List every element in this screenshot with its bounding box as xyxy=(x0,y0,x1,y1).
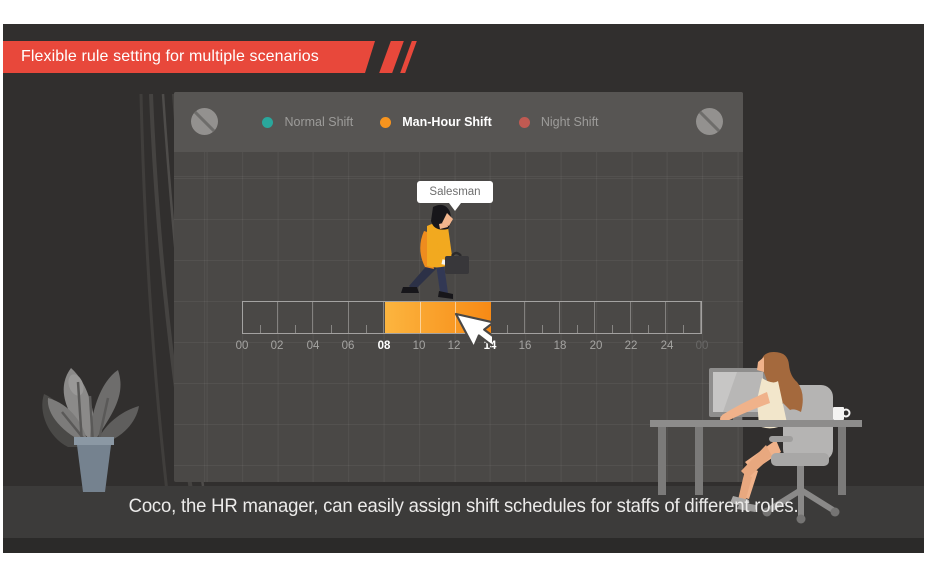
title-banner-text: Flexible rule setting for multiple scena… xyxy=(21,48,319,65)
hour-label: 16 xyxy=(518,340,532,352)
hour-label: 04 xyxy=(306,340,320,352)
subtitle-caption: Coco, the HR manager, can easily assign … xyxy=(3,495,924,518)
timeline-cell[interactable] xyxy=(278,302,314,333)
timeline-cell[interactable] xyxy=(243,302,279,333)
hour-label: 00 xyxy=(235,340,249,352)
scene-background: Normal Shift Man-Hour Shift Night Shift … xyxy=(3,24,924,553)
banner-slash-icon xyxy=(379,41,404,73)
legend-label: Night Shift xyxy=(540,115,599,129)
legend-item-man-hour-shift[interactable]: Man-Hour Shift xyxy=(380,115,492,129)
mouse-pointer-icon xyxy=(454,312,492,349)
subtitle-caption-text: Coco, the HR manager, can easily assign … xyxy=(128,495,799,517)
panel-header: Normal Shift Man-Hour Shift Night Shift xyxy=(174,92,743,152)
timeline-cell[interactable] xyxy=(349,302,384,333)
hour-label: 22 xyxy=(624,340,638,352)
timeline-cell[interactable] xyxy=(666,302,702,333)
hour-label: 10 xyxy=(412,340,426,352)
walking-salesman-illustration xyxy=(401,204,469,299)
hour-label: 20 xyxy=(589,340,603,352)
shift-legend: Normal Shift Man-Hour Shift Night Shift xyxy=(146,92,715,152)
dial-screw-icon xyxy=(191,108,218,135)
role-tooltip-label: Salesman xyxy=(429,186,481,198)
title-banner: Flexible rule setting for multiple scena… xyxy=(3,41,375,73)
timeline-cell[interactable] xyxy=(313,302,349,333)
dial-screw-icon xyxy=(696,108,723,135)
hour-label: 00 xyxy=(695,340,709,352)
hour-label-end: 14 xyxy=(483,340,497,352)
night-shift-dot-icon xyxy=(518,116,530,128)
normal-shift-dot-icon xyxy=(262,116,274,128)
man-hour-shift-dot-icon xyxy=(380,116,392,128)
hour-label: 02 xyxy=(270,340,284,352)
legend-item-normal-shift[interactable]: Normal Shift xyxy=(262,115,353,129)
timeline-cell[interactable] xyxy=(631,302,666,333)
timeline-cell[interactable] xyxy=(595,302,631,333)
woman-at-desk-illustration xyxy=(650,352,862,524)
shift-schedule-panel: Normal Shift Man-Hour Shift Night Shift … xyxy=(174,92,743,482)
timeline-cell[interactable] xyxy=(525,302,561,333)
legend-label: Man-Hour Shift xyxy=(402,115,492,129)
banner-slash-icon xyxy=(400,41,417,73)
timeline-cell[interactable] xyxy=(490,302,525,333)
hour-label: 06 xyxy=(341,340,355,352)
hour-label: 12 xyxy=(447,340,461,352)
role-tooltip: Salesman xyxy=(417,181,493,211)
legend-label: Normal Shift xyxy=(284,115,354,129)
legend-item-night-shift[interactable]: Night Shift xyxy=(518,115,599,129)
bottom-strip xyxy=(3,538,924,553)
hour-label: 18 xyxy=(553,340,567,352)
timeline-cell[interactable] xyxy=(560,302,596,333)
hour-label-start: 08 xyxy=(377,340,391,352)
hour-label: 24 xyxy=(660,340,674,352)
potted-plant-illustration xyxy=(42,368,139,492)
